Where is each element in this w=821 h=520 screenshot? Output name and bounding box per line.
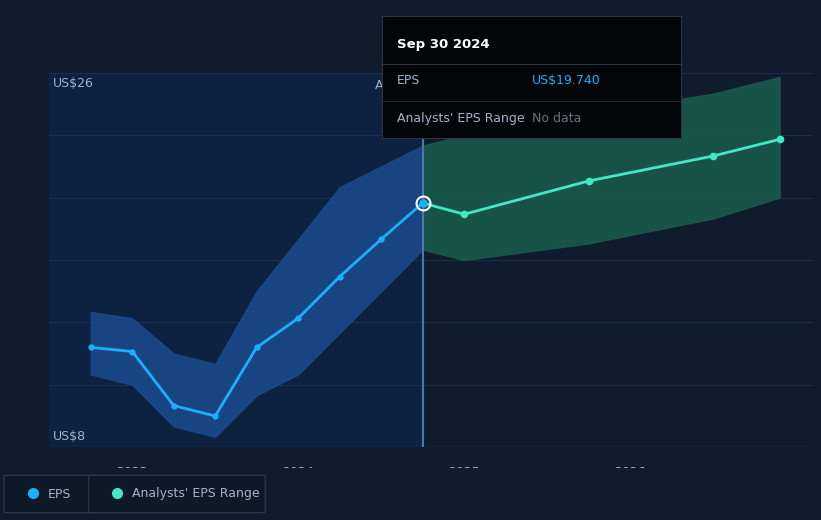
Text: US$19.740: US$19.740 xyxy=(532,74,600,87)
Text: EPS: EPS xyxy=(397,74,420,87)
Text: 2025: 2025 xyxy=(448,466,480,479)
Text: Sep 30 2024: Sep 30 2024 xyxy=(397,37,489,50)
Text: 2026: 2026 xyxy=(614,466,646,479)
FancyBboxPatch shape xyxy=(89,475,265,513)
FancyBboxPatch shape xyxy=(4,475,99,513)
Text: US$8: US$8 xyxy=(53,430,85,443)
Text: US$26: US$26 xyxy=(53,77,94,90)
Text: Analysts' EPS Range: Analysts' EPS Range xyxy=(132,488,259,500)
Text: 2024: 2024 xyxy=(282,466,314,479)
Text: EPS: EPS xyxy=(48,488,71,500)
Text: Analysts Forecasts: Analysts Forecasts xyxy=(431,79,548,92)
Text: Actual: Actual xyxy=(375,79,415,92)
Text: No data: No data xyxy=(532,112,581,125)
Text: 2023: 2023 xyxy=(117,466,148,479)
Bar xyxy=(49,73,423,447)
Text: Analysts' EPS Range: Analysts' EPS Range xyxy=(397,112,525,125)
